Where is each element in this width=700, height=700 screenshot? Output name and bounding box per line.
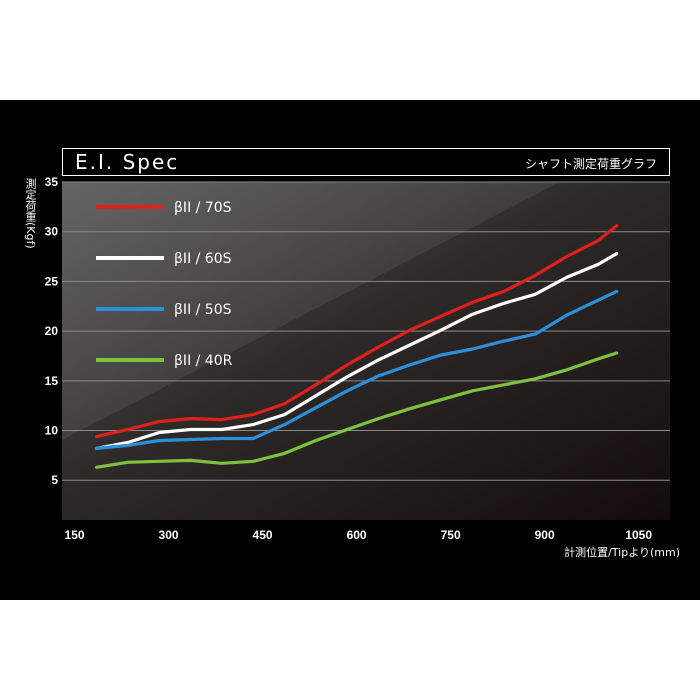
x-tick-label: 150 [65, 528, 85, 542]
x-tick-label: 900 [535, 528, 555, 542]
x-tick-label: 750 [441, 528, 461, 542]
x-tick-label: 450 [253, 528, 273, 542]
y-tick-label: 15 [45, 374, 59, 388]
y-tick-label: 35 [45, 175, 59, 189]
plot-highlight [62, 182, 560, 440]
plot-area [62, 182, 670, 520]
series-line-2 [94, 252, 619, 450]
title-bar: E.I. Spec シャフト測定荷重グラフ [62, 148, 670, 176]
y-tick-label: 25 [45, 274, 59, 288]
x-tick-label: 300 [159, 528, 179, 542]
y-tick-label: 20 [45, 324, 59, 338]
legend-label: βII / 70S [174, 200, 232, 216]
legend-label: βII / 60S [174, 251, 232, 267]
legend-label: βII / 50S [174, 302, 232, 318]
series-line-3 [94, 289, 619, 450]
series-line-1 [94, 224, 619, 439]
y-tick-label: 30 [45, 225, 59, 239]
legend-label: βII / 40R [174, 353, 233, 369]
chart-title: E.I. Spec [75, 150, 180, 174]
x-tick-label: 600 [347, 528, 367, 542]
series-line-4 [94, 351, 619, 469]
x-tick-label: 1050 [625, 528, 652, 542]
chart-subtitle: シャフト測定荷重グラフ [524, 157, 657, 171]
y-tick-label: 5 [51, 473, 58, 487]
x-axis-label: 計測位置/Tipより(mm) [564, 546, 680, 559]
y-tick-label: 10 [45, 424, 59, 438]
y-axis-label: 測定荷重(Kgf) [24, 178, 37, 249]
